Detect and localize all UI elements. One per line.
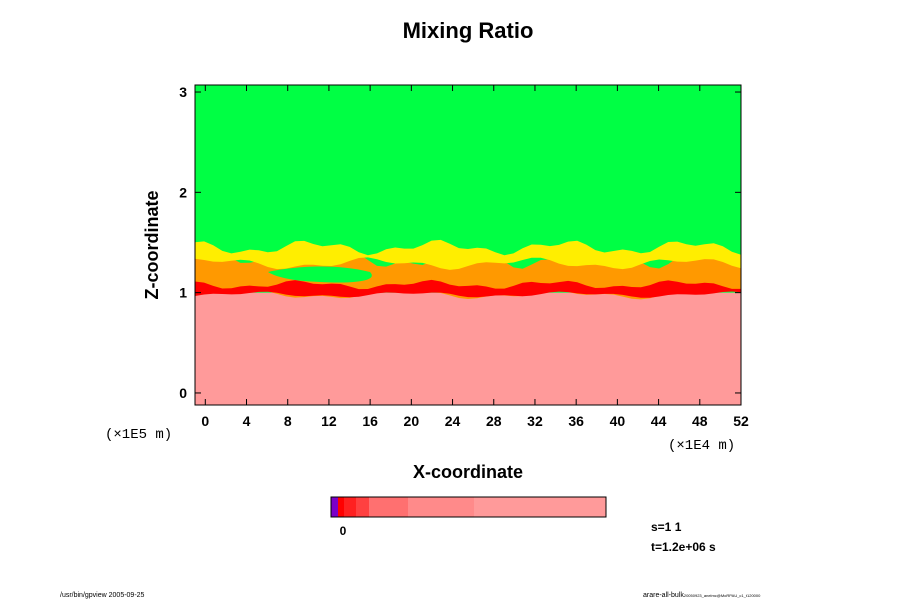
colorbar-segment [369,497,408,517]
x-tick-label: 24 [445,413,461,429]
plot-frame [194,84,742,406]
x-axis: 0 4 8 12 16 20 24 28 32 36 40 44 48 52 [201,85,749,429]
x-axis-label: X-coordinate [413,462,523,482]
x-tick-label: 32 [527,413,543,429]
colorbar [331,497,606,517]
y-tick-label: 2 [179,184,187,200]
x-tick-label: 8 [284,413,292,429]
t-annotation: t=1.2e+06 s [651,540,716,554]
footer-right: arare-all-bulk20050923_anelmc@MoRPAU_c1_… [643,592,761,599]
x-tick-label: 44 [651,413,667,429]
x-tick-label: 12 [321,413,337,429]
x-tick-label: 36 [568,413,584,429]
x-tick-label: 4 [243,413,251,429]
y-axis-label: Z-coordinate [142,190,162,299]
x-tick-label: 28 [486,413,502,429]
colorbar-segment [474,497,606,517]
x-tick-label: 20 [404,413,420,429]
transition-yellow-band [195,239,741,270]
footer-left: /usr/bin/gpview 2005-09-25 [60,592,145,599]
interface-band [195,279,741,298]
colorbar-segment [344,497,356,517]
colorbar-frame [330,496,607,518]
footer-right-small: 20050923_anelmc@MoRPAU_c1_t120000 [684,593,761,598]
colorbar-tick-label: 0 [340,524,347,538]
y-scale-label: (×1E5 m) [105,427,172,443]
x-scale-label: (×1E4 m) [668,438,735,454]
x-tick-label: 16 [362,413,378,429]
s-annotation: s=1 1 [651,520,682,534]
colorbar-segment [356,497,369,517]
chart-title: Mixing Ratio [403,18,534,43]
x-tick-label: 52 [733,413,749,429]
lower-eddies [338,322,656,399]
x-tick-label: 0 [201,413,209,429]
y-tick-label: 3 [179,84,187,100]
x-tick-label: 48 [692,413,708,429]
green-intrusion [268,266,372,283]
footer-right-main: arare-all-bulk [643,592,684,599]
x-tick-label: 40 [610,413,626,429]
colorbar-segment-low [331,497,338,517]
colorbar-segment [408,497,474,517]
plot-area [195,85,741,405]
y-tick-label: 1 [179,285,187,301]
y-axis: 0 1 2 3 [179,84,741,401]
y-tick-label: 0 [179,385,187,401]
